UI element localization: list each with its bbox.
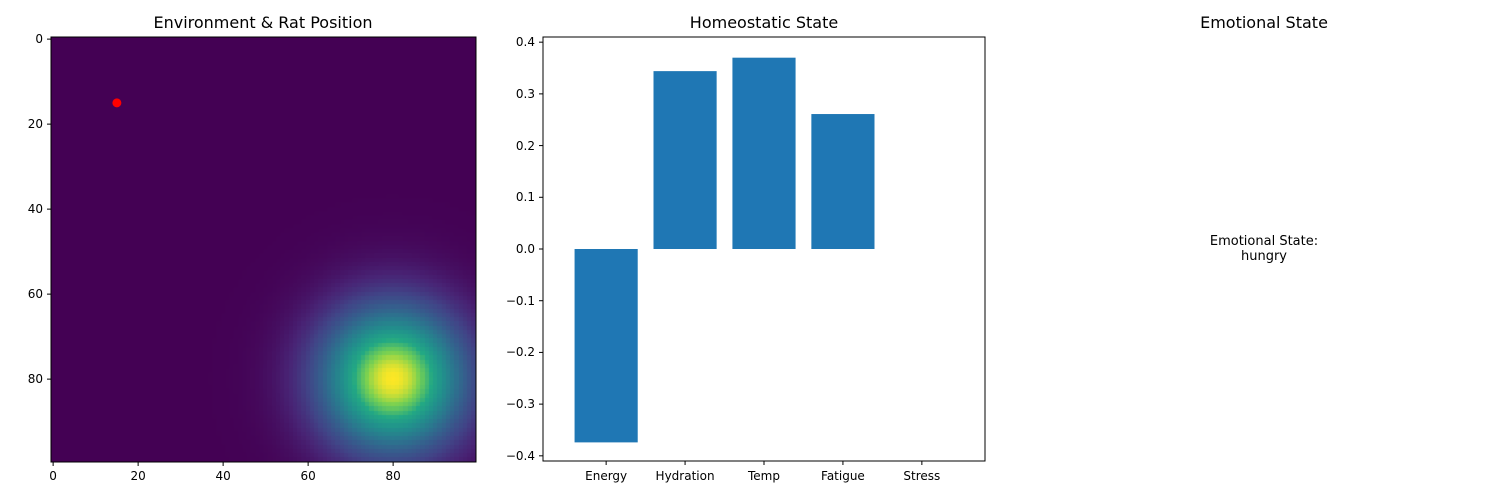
bar-y-tick-label: −0.2 (505, 345, 535, 360)
heatmap-y-tick-label: 20 (27, 117, 43, 132)
bar-x-tick-label: Hydration (655, 469, 715, 483)
bar-y-tick-label: 0.4 (515, 35, 535, 50)
rat-position-marker (112, 98, 122, 108)
heatmap-x-tick-label: 20 (130, 469, 146, 483)
heatmap-axes (47, 36, 477, 466)
bar-x-tick-label: Temp (748, 469, 780, 483)
bar-chart-title: Homeostatic State (689, 13, 839, 32)
bar-y-tick-label: 0.3 (515, 86, 535, 101)
emotion-title: Emotional State (1200, 13, 1328, 32)
bar-x-tick-label: Energy (585, 469, 628, 483)
bar-y-tick-label: 0.2 (515, 138, 535, 153)
heatmap-frame (50, 36, 477, 463)
bar-x-tick-label: Stress (903, 469, 941, 483)
bar-y-tick-label: 0.1 (515, 190, 535, 205)
bar-y-tick-label: 0.0 (515, 242, 535, 256)
bar-x-tick-label: Fatigue (821, 469, 865, 483)
heatmap-canvas (51, 37, 476, 462)
heatmap-x-tick-label: 0 (49, 469, 57, 483)
heatmap-x-tick-label: 60 (300, 469, 316, 483)
heatmap-title: Environment & Rat Position (153, 13, 373, 32)
heatmap-x-tick-label: 40 (215, 469, 231, 483)
heatmap-y-tick-label: 0 (35, 32, 43, 47)
heatmap-y-tick-label: 60 (27, 287, 43, 302)
bar-y-tick-label: −0.1 (505, 293, 535, 308)
bar-energy (574, 249, 638, 443)
heatmap-y-tick-label: 40 (27, 202, 43, 217)
heatmap-y-tick-label: 80 (27, 372, 43, 387)
bar-temp (732, 57, 796, 250)
bar-fatigue (811, 114, 875, 249)
heatmap-x-tick-label: 80 (385, 469, 401, 483)
bar-y-tick-label: −0.3 (505, 397, 535, 412)
emotion-text: Emotional State: hungry (1209, 234, 1319, 264)
bar-hydration (653, 71, 717, 249)
bar-y-tick-label: −0.4 (505, 448, 535, 463)
heatmap-overlay (47, 36, 477, 466)
